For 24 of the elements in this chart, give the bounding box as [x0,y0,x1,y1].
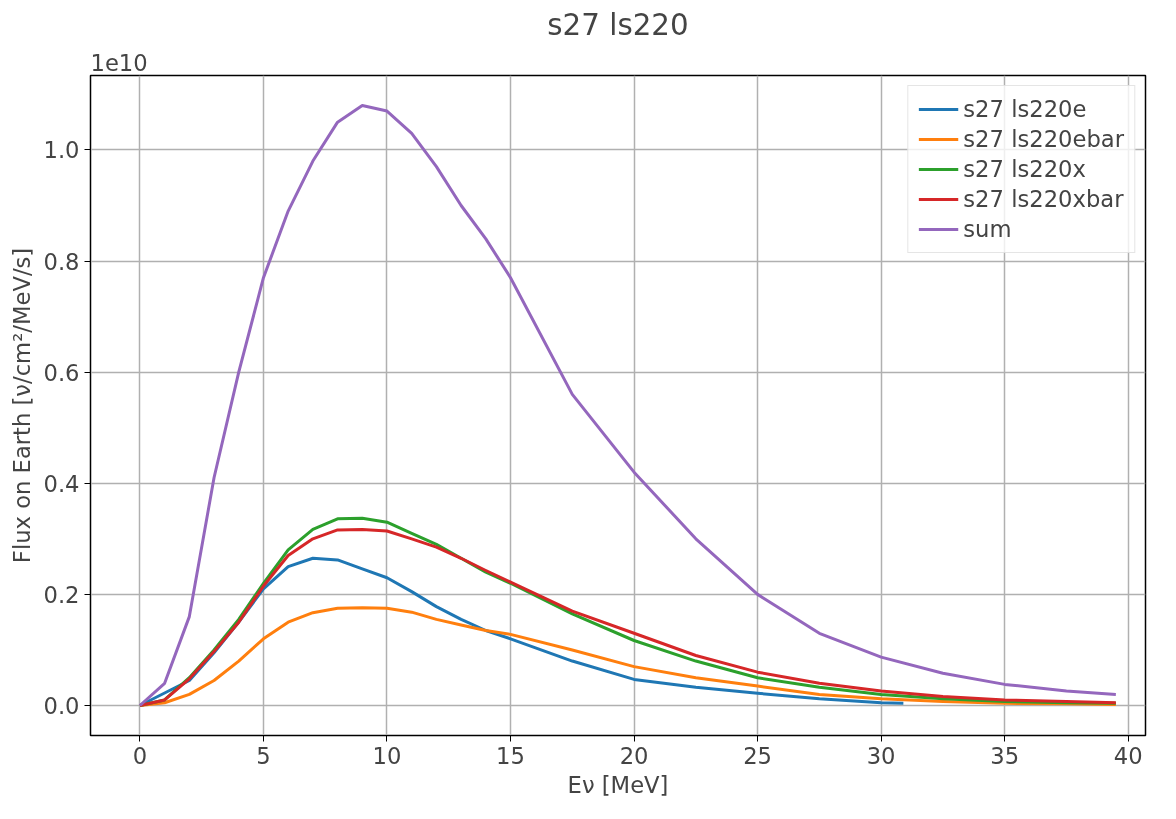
y-tick-label: 1.0 [43,137,80,164]
x-tick-label: 25 [743,742,773,769]
y-tick-label: 0.8 [43,248,80,275]
text: 1e10 [90,49,148,76]
y-tick-label: 0.2 [43,581,80,608]
x-tick-label: 15 [496,742,525,769]
y-tick-label: 0.6 [43,359,80,386]
legend-label: s27 ls220x [963,156,1086,182]
legend-label: s27 ls220ebar [963,126,1124,152]
x-tick-label: 40 [1113,742,1143,769]
y-tick-label: 0.4 [43,470,80,497]
chart-title: s27 ls220 [547,7,689,42]
y-tick-label: 0.0 [43,693,80,719]
x-tick-label: 20 [619,742,649,769]
y-axis-title: Flux on Earth [ν/cm²/MeV/s] [9,247,36,564]
x-tick-label: 35 [990,742,1020,769]
legend-label: s27 ls220xbar [963,186,1124,212]
x-tick-label: 5 [256,742,271,769]
x-axis-title: Eν [MeV] [567,771,669,798]
x-tick-label: 0 [132,742,148,769]
x-tick-label: 30 [866,742,896,769]
legend-label: sum [963,216,1012,242]
legend-label: s27 ls220e [963,96,1087,122]
x-tick-label: 10 [372,742,402,769]
